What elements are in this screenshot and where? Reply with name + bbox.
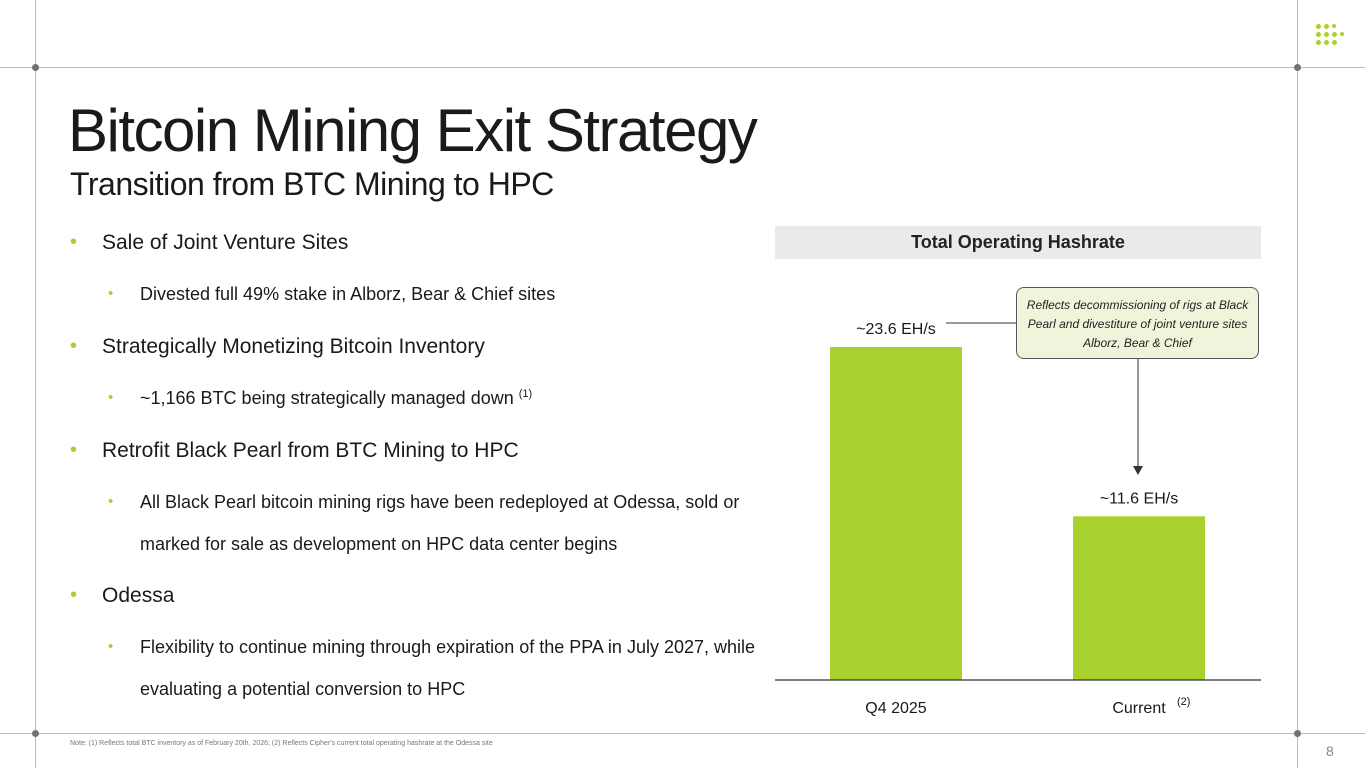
frame-corner-dot (1294, 64, 1301, 71)
chart-annotation-callout: Reflects decommissioning of rigs at Blac… (1016, 287, 1259, 359)
sub-bullet-text: ~1,166 BTC being strategically managed d… (140, 388, 514, 408)
category-label-2: Current (1112, 700, 1166, 717)
data-label-2: ~11.6 EH/s (1100, 490, 1178, 507)
frame-corner-dot (32, 64, 39, 71)
bar-1 (830, 347, 962, 680)
frame-bottom-line (0, 733, 1365, 734)
sub-bullet-text-wrap: ~1,166 BTC being strategically managed d… (140, 377, 760, 419)
dot-grid-logo-icon (1316, 24, 1344, 46)
arrow-down-icon (1133, 466, 1143, 475)
bullet-dot-icon: • (70, 231, 78, 253)
bullet-dot-icon: • (70, 439, 78, 461)
frame-right-line (1297, 0, 1298, 768)
category-footnote-ref-2: (2) (1177, 696, 1190, 708)
frame-top-line (0, 67, 1365, 68)
footnote-ref: (1) (518, 388, 533, 400)
sub-bullet-dot-icon: • (108, 493, 114, 510)
category-label-1: Q4 2025 (865, 700, 926, 717)
bullet-text: Odessa (102, 584, 175, 607)
bullet-text: Sale of Joint Venture Sites (102, 231, 349, 254)
bullet-text: Strategically Monetizing Bitcoin Invento… (102, 335, 485, 358)
frame-corner-dot (1294, 730, 1301, 737)
frame-corner-dot (32, 730, 39, 737)
bullet-dot-icon: • (70, 335, 78, 357)
bullet-dot-icon: • (70, 584, 78, 606)
page-subtitle: Transition from BTC Mining to HPC (70, 166, 554, 202)
sub-bullet-dot-icon: • (108, 285, 114, 302)
frame-left-line (35, 0, 36, 768)
sub-bullet-dot-icon: • (108, 638, 114, 655)
sub-bullet-dot-icon: • (108, 389, 114, 406)
bar-2 (1073, 516, 1205, 680)
footnote: Note: (1) Reflects total BTC inventory a… (70, 740, 493, 747)
page-number: 8 (1326, 743, 1334, 759)
data-label-1: ~23.6 EH/s (856, 321, 936, 338)
sub-bullet-text: Flexibility to continue mining through e… (140, 637, 756, 699)
page-title: Bitcoin Mining Exit Strategy (68, 97, 758, 164)
chart-title: Total Operating Hashrate (775, 226, 1261, 259)
bullet-text: Retrofit Black Pearl from BTC Mining to … (102, 439, 519, 462)
sub-bullet-text: All Black Pearl bitcoin mining rigs have… (140, 492, 740, 554)
sub-bullet-text: Divested full 49% stake in Alborz, Bear … (140, 284, 556, 304)
